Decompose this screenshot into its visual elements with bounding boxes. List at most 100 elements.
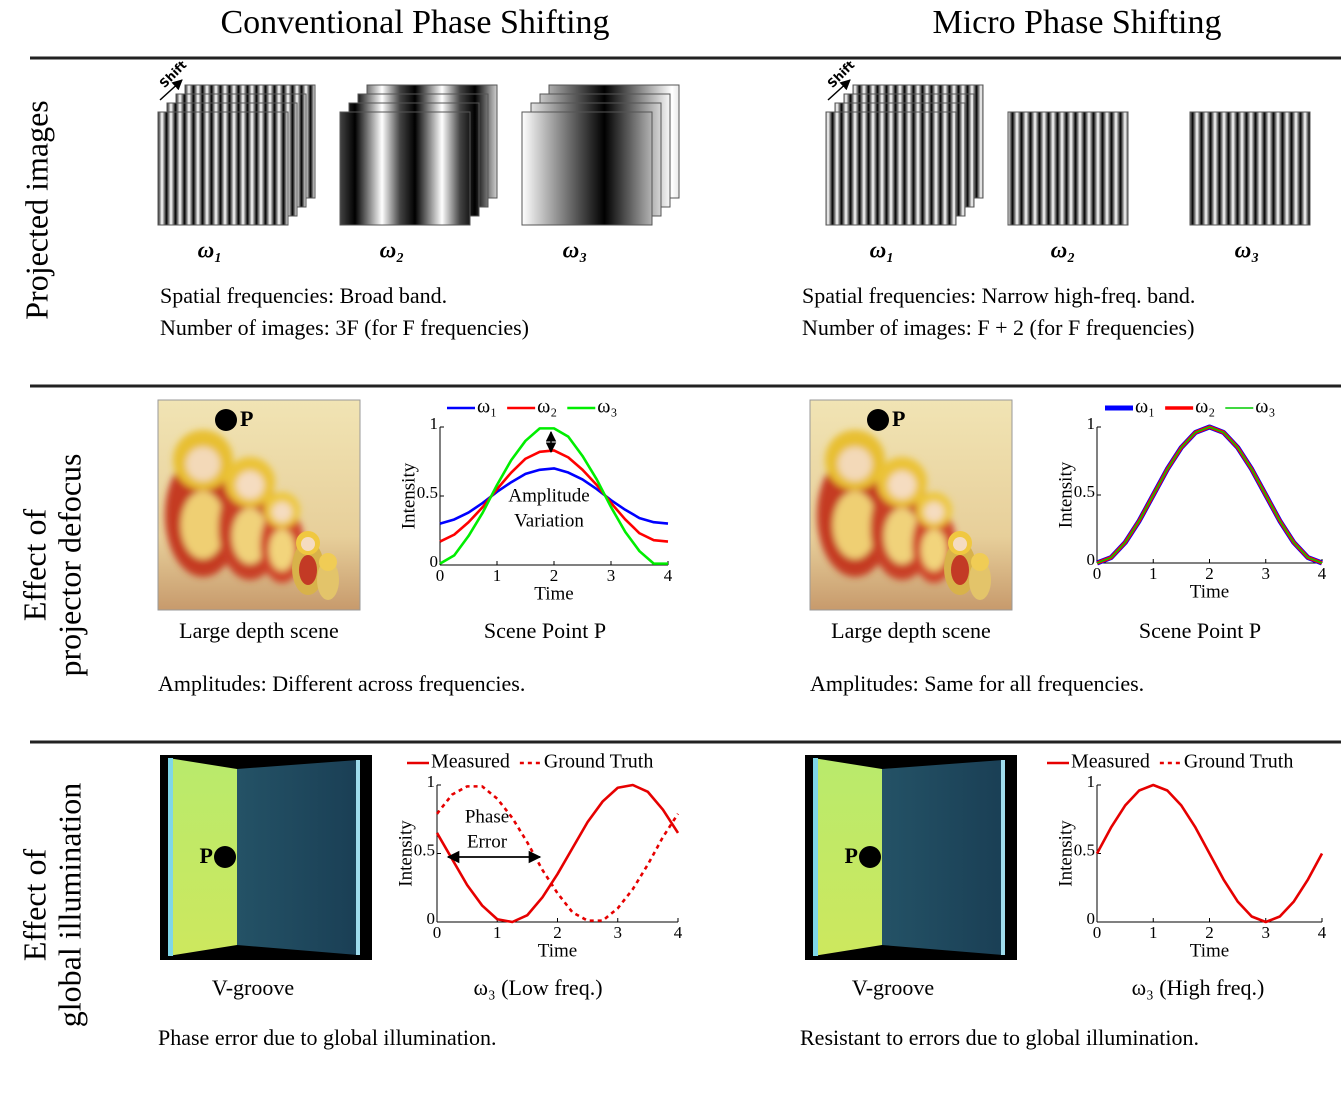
caption: ω₃ (High freq.) xyxy=(1132,975,1265,1000)
caption: Scene Point P xyxy=(1139,618,1261,643)
caption: Spatial frequencies: Narrow high-freq. b… xyxy=(802,283,1195,308)
point-label: P xyxy=(240,406,253,431)
y-tick-label: 0.5 xyxy=(1074,840,1095,859)
x-tick-label: 3 xyxy=(1262,564,1271,583)
x-tick-label: 3 xyxy=(1262,923,1271,942)
caption: ω₃ (Low freq.) xyxy=(473,975,602,1000)
x-tick-label: 3 xyxy=(607,566,616,585)
caption: V-groove xyxy=(852,975,934,1000)
pattern-image xyxy=(522,112,652,225)
x-axis-label: Time xyxy=(1190,940,1229,961)
y-axis-label: Intensity xyxy=(1055,820,1076,887)
x-tick-label: 1 xyxy=(1149,923,1158,942)
x-tick-label: 0 xyxy=(1093,564,1102,583)
frequency-label: ω₂ xyxy=(380,237,405,262)
point-label: P xyxy=(892,406,905,431)
frequency-label: ω₁ xyxy=(198,237,223,262)
scene-image xyxy=(160,755,372,960)
x-axis-label: Time xyxy=(538,940,577,961)
point-marker xyxy=(859,846,881,868)
frequency-label: ω₃ xyxy=(563,237,588,262)
caption: Spatial frequencies: Broad band. xyxy=(160,283,447,308)
series-line xyxy=(1097,427,1322,563)
frequency-label: ω₃ xyxy=(1235,237,1260,262)
x-tick-label: 0 xyxy=(433,923,442,942)
scene-image xyxy=(158,400,360,610)
x-tick-label: 2 xyxy=(550,566,559,585)
x-tick-label: 1 xyxy=(1149,564,1158,583)
legend-label: ω₁ xyxy=(477,396,497,418)
pattern-image xyxy=(826,112,956,225)
caption: Number of images: 3F (for F frequencies) xyxy=(160,315,529,340)
legend-label: ω₁ xyxy=(1135,396,1155,418)
figure: Conventional Phase Shifting Micro Phase S… xyxy=(0,0,1341,1095)
x-tick-label: 1 xyxy=(493,566,502,585)
frequency-label: ω₁ xyxy=(870,237,895,262)
row-label: projector defocus xyxy=(51,453,87,676)
caption: Large depth scene xyxy=(831,618,991,643)
row-label: Effect of xyxy=(16,509,52,622)
y-tick-label: 1 xyxy=(427,772,436,791)
x-axis-label: Time xyxy=(1190,581,1229,602)
column-title: Micro Phase Shifting xyxy=(933,4,1222,41)
series-line xyxy=(1097,427,1322,563)
y-axis-label: Intensity xyxy=(1055,461,1076,528)
column-title: Conventional Phase Shifting xyxy=(220,4,609,41)
pattern-image xyxy=(1008,112,1128,225)
caption: V-groove xyxy=(212,975,294,1000)
y-tick-label: 1 xyxy=(430,414,439,433)
y-tick-label: 0.5 xyxy=(414,840,435,859)
x-tick-label: 4 xyxy=(1318,923,1327,942)
pattern-image xyxy=(158,112,288,225)
point-marker xyxy=(215,409,237,431)
legend-label: ω₃ xyxy=(1255,396,1275,418)
y-axis-label: Intensity xyxy=(395,820,416,887)
pattern-image xyxy=(1190,112,1310,225)
caption: Large depth scene xyxy=(179,618,339,643)
x-tick-label: 4 xyxy=(674,923,683,942)
legend-label: Measured xyxy=(431,751,510,773)
x-tick-label: 0 xyxy=(1093,923,1102,942)
series-line xyxy=(1097,785,1322,922)
x-tick-label: 2 xyxy=(1205,923,1214,942)
row-label: Effect of xyxy=(16,849,52,962)
annotation: Variation xyxy=(514,510,584,531)
annotation: Amplitude xyxy=(508,485,589,506)
y-tick-label: 0.5 xyxy=(417,483,438,502)
legend-label: Measured xyxy=(1071,751,1150,773)
y-tick-label: 1 xyxy=(1087,772,1096,791)
legend-label: ω₃ xyxy=(597,396,617,418)
x-tick-label: 0 xyxy=(436,566,445,585)
x-tick-label: 2 xyxy=(1205,564,1214,583)
caption: Amplitudes: Different across frequencies… xyxy=(158,671,525,696)
legend-label: Ground Truth xyxy=(1184,751,1293,773)
annotation: Phase xyxy=(465,806,509,827)
point-label: P xyxy=(200,843,213,868)
legend-label: Ground Truth xyxy=(544,751,653,773)
row-label: Projected images xyxy=(18,100,54,319)
x-tick-label: 4 xyxy=(1318,564,1327,583)
x-tick-label: 3 xyxy=(614,923,623,942)
scene-image xyxy=(805,755,1017,960)
x-axis-label: Time xyxy=(534,583,573,604)
row-label: global illumination xyxy=(51,783,87,1027)
x-tick-label: 4 xyxy=(664,566,673,585)
frequency-label: ω₂ xyxy=(1051,237,1076,262)
legend-label: ω₂ xyxy=(1195,396,1215,418)
y-tick-label: 0.5 xyxy=(1074,482,1095,501)
caption: Number of images: F + 2 (for F frequenci… xyxy=(802,315,1194,340)
point-marker xyxy=(867,409,889,431)
annotation: Error xyxy=(467,831,508,852)
caption: Resistant to errors due to global illumi… xyxy=(800,1025,1199,1050)
point-label: P xyxy=(845,843,858,868)
scene-image xyxy=(810,400,1012,610)
series-line xyxy=(1097,427,1322,563)
y-tick-label: 1 xyxy=(1087,414,1096,433)
pattern-image xyxy=(340,112,470,225)
point-marker xyxy=(214,846,236,868)
x-tick-label: 1 xyxy=(493,923,502,942)
legend-label: ω₂ xyxy=(537,396,557,418)
y-axis-label: Intensity xyxy=(398,462,419,529)
caption: Phase error due to global illumination. xyxy=(158,1025,497,1050)
caption: Scene Point P xyxy=(484,618,606,643)
